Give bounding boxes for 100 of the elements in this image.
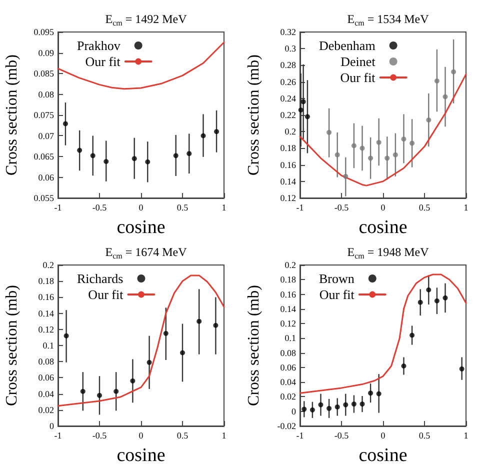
legend-label: Brown bbox=[319, 271, 355, 286]
y-tick-label: 0.075 bbox=[34, 110, 54, 120]
y-tick-label: 0.18 bbox=[280, 274, 296, 285]
y-tick-label: 0.16 bbox=[280, 289, 296, 300]
point bbox=[80, 388, 86, 394]
y-tick-label: 0.12 bbox=[280, 318, 296, 329]
point bbox=[459, 366, 464, 372]
y-axis-title: Cross section (mb) bbox=[4, 54, 20, 176]
point bbox=[434, 298, 440, 304]
point bbox=[442, 94, 448, 100]
y-tick-label: 0.02 bbox=[38, 404, 54, 415]
point bbox=[132, 156, 137, 162]
legend-label: Our fit bbox=[88, 287, 124, 302]
point bbox=[77, 148, 82, 153]
point bbox=[213, 322, 218, 328]
y-tick-label: 0.2 bbox=[284, 260, 296, 270]
x-tick-label: -0.5 bbox=[92, 202, 108, 212]
y-tick-label: 0.12 bbox=[280, 193, 296, 203]
point bbox=[163, 330, 168, 336]
x-tick-label: 0 bbox=[138, 202, 144, 212]
x-tick-label: 0.5 bbox=[176, 202, 189, 212]
x-axis-title: cosine bbox=[116, 217, 166, 238]
x-tick-label: 0.5 bbox=[418, 430, 431, 440]
point bbox=[418, 300, 423, 305]
line-series bbox=[57, 42, 225, 90]
x-tick-label: 0 bbox=[380, 430, 386, 440]
y-tick-label: 0 bbox=[292, 406, 296, 416]
point bbox=[214, 129, 220, 134]
y-tick-label: 0.08 bbox=[38, 89, 54, 100]
x-tick-label: 0 bbox=[138, 430, 144, 440]
y-tick-label: 0.14 bbox=[38, 308, 54, 318]
point bbox=[64, 333, 69, 338]
x-tick-label: -1 bbox=[54, 202, 62, 212]
point bbox=[173, 153, 178, 158]
line-series bbox=[57, 274, 225, 407]
point bbox=[180, 350, 185, 356]
y-axis-title: Cross section (mb) bbox=[246, 285, 262, 406]
y-tick-label: 0.18 bbox=[38, 276, 54, 286]
legend-label: Our fit bbox=[85, 54, 121, 69]
y-tick-label: 0.1 bbox=[42, 340, 54, 350]
point bbox=[343, 402, 348, 408]
point bbox=[300, 99, 306, 104]
y-tick-label: 0.18 bbox=[280, 143, 296, 154]
y-tick-label: 0.04 bbox=[38, 388, 54, 399]
x-tick-label: 0.5 bbox=[176, 430, 189, 440]
y-tick-label: 0.3 bbox=[284, 44, 296, 54]
y-tick-label: 0.16 bbox=[38, 292, 54, 302]
point bbox=[376, 140, 382, 145]
y-tick-label: 0.07 bbox=[38, 130, 54, 141]
y-tick-label: 0.08 bbox=[280, 348, 296, 358]
point bbox=[90, 153, 96, 158]
point bbox=[426, 287, 432, 292]
y-tick-label: 0.06 bbox=[280, 362, 296, 372]
point bbox=[62, 121, 68, 126]
point bbox=[145, 159, 150, 164]
x-tick-label: 1 bbox=[222, 202, 226, 212]
y-tick-label: 0.28 bbox=[280, 60, 296, 70]
y-tick-label: 0.32 bbox=[280, 27, 296, 37]
point bbox=[318, 402, 324, 408]
x-tick-label: -0.5 bbox=[92, 430, 108, 440]
point bbox=[304, 114, 310, 120]
point bbox=[104, 158, 109, 164]
y-tick-label: 0.065 bbox=[34, 152, 54, 162]
point bbox=[97, 392, 102, 398]
y-tick-label: 0.085 bbox=[34, 68, 54, 78]
y-tick-label: 0.22 bbox=[280, 110, 296, 120]
x-tick-label: 0.5 bbox=[418, 202, 431, 212]
y-tick-label: 0.08 bbox=[38, 356, 54, 367]
y-tick-label: 0.06 bbox=[38, 372, 54, 383]
y-tick-label: 0.09 bbox=[38, 48, 54, 58]
legend-label: Deinet bbox=[340, 54, 376, 69]
legend-label: Our fit bbox=[319, 287, 355, 302]
y-tick-label: 0.2 bbox=[42, 260, 54, 270]
x-tick-label: 1 bbox=[464, 202, 468, 212]
x-axis-title: cosine bbox=[358, 445, 408, 466]
legend-label: Our fit bbox=[340, 70, 376, 85]
point bbox=[451, 69, 456, 74]
x-axis-title: cosine bbox=[116, 445, 166, 466]
point bbox=[334, 152, 340, 158]
x-tick-label: 0 bbox=[380, 202, 386, 212]
point bbox=[401, 136, 406, 142]
x-tick-label: 1 bbox=[222, 430, 226, 440]
y-tick-label: -0.02 bbox=[277, 421, 296, 431]
y-tick-label: 0.26 bbox=[280, 76, 296, 87]
legend-label: Richards bbox=[76, 271, 124, 286]
line-series bbox=[299, 74, 467, 186]
point bbox=[392, 152, 398, 158]
point bbox=[326, 130, 332, 135]
y-tick-label: 0.02 bbox=[280, 392, 296, 402]
legend-label: Debenham bbox=[319, 38, 376, 53]
y-tick-label: 0.2 bbox=[284, 126, 296, 137]
y-tick-label: 0.12 bbox=[38, 324, 54, 334]
y-tick-label: 0 bbox=[50, 421, 54, 431]
point bbox=[410, 332, 415, 338]
line-series bbox=[299, 274, 467, 394]
point bbox=[200, 133, 206, 138]
x-tick-label: -1 bbox=[296, 430, 304, 440]
point bbox=[146, 360, 152, 365]
point bbox=[114, 388, 119, 394]
point bbox=[351, 402, 356, 407]
